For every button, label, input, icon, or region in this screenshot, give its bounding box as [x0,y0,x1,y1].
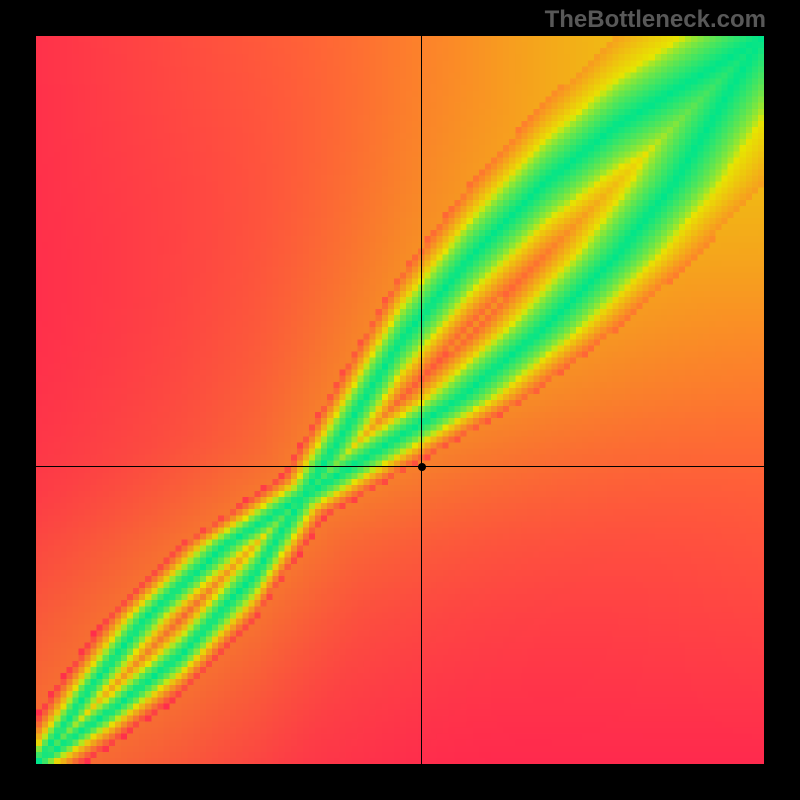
crosshair-vertical [421,36,422,764]
watermark-text: TheBottleneck.com [545,6,766,34]
crosshair-horizontal [36,466,764,467]
chart-container: TheBottleneck.com [0,0,800,800]
bottleneck-heatmap [36,36,764,764]
crosshair-marker [418,463,426,471]
